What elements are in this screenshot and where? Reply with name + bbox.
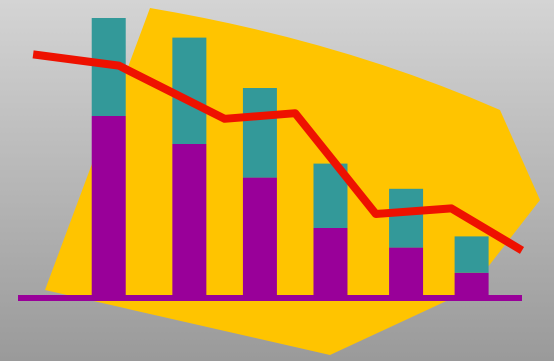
bar-segment — [242, 177, 277, 298]
bar-segment — [454, 272, 489, 298]
bar-segment — [313, 228, 348, 298]
bar-segment — [389, 247, 424, 298]
bar-segment — [242, 88, 277, 178]
trend-line — [32, 50, 525, 254]
bar-segment — [91, 116, 126, 298]
bar-segment — [172, 144, 207, 298]
bar-segment — [389, 188, 424, 248]
bar-segment — [454, 236, 489, 273]
bar-segment — [172, 37, 207, 144]
